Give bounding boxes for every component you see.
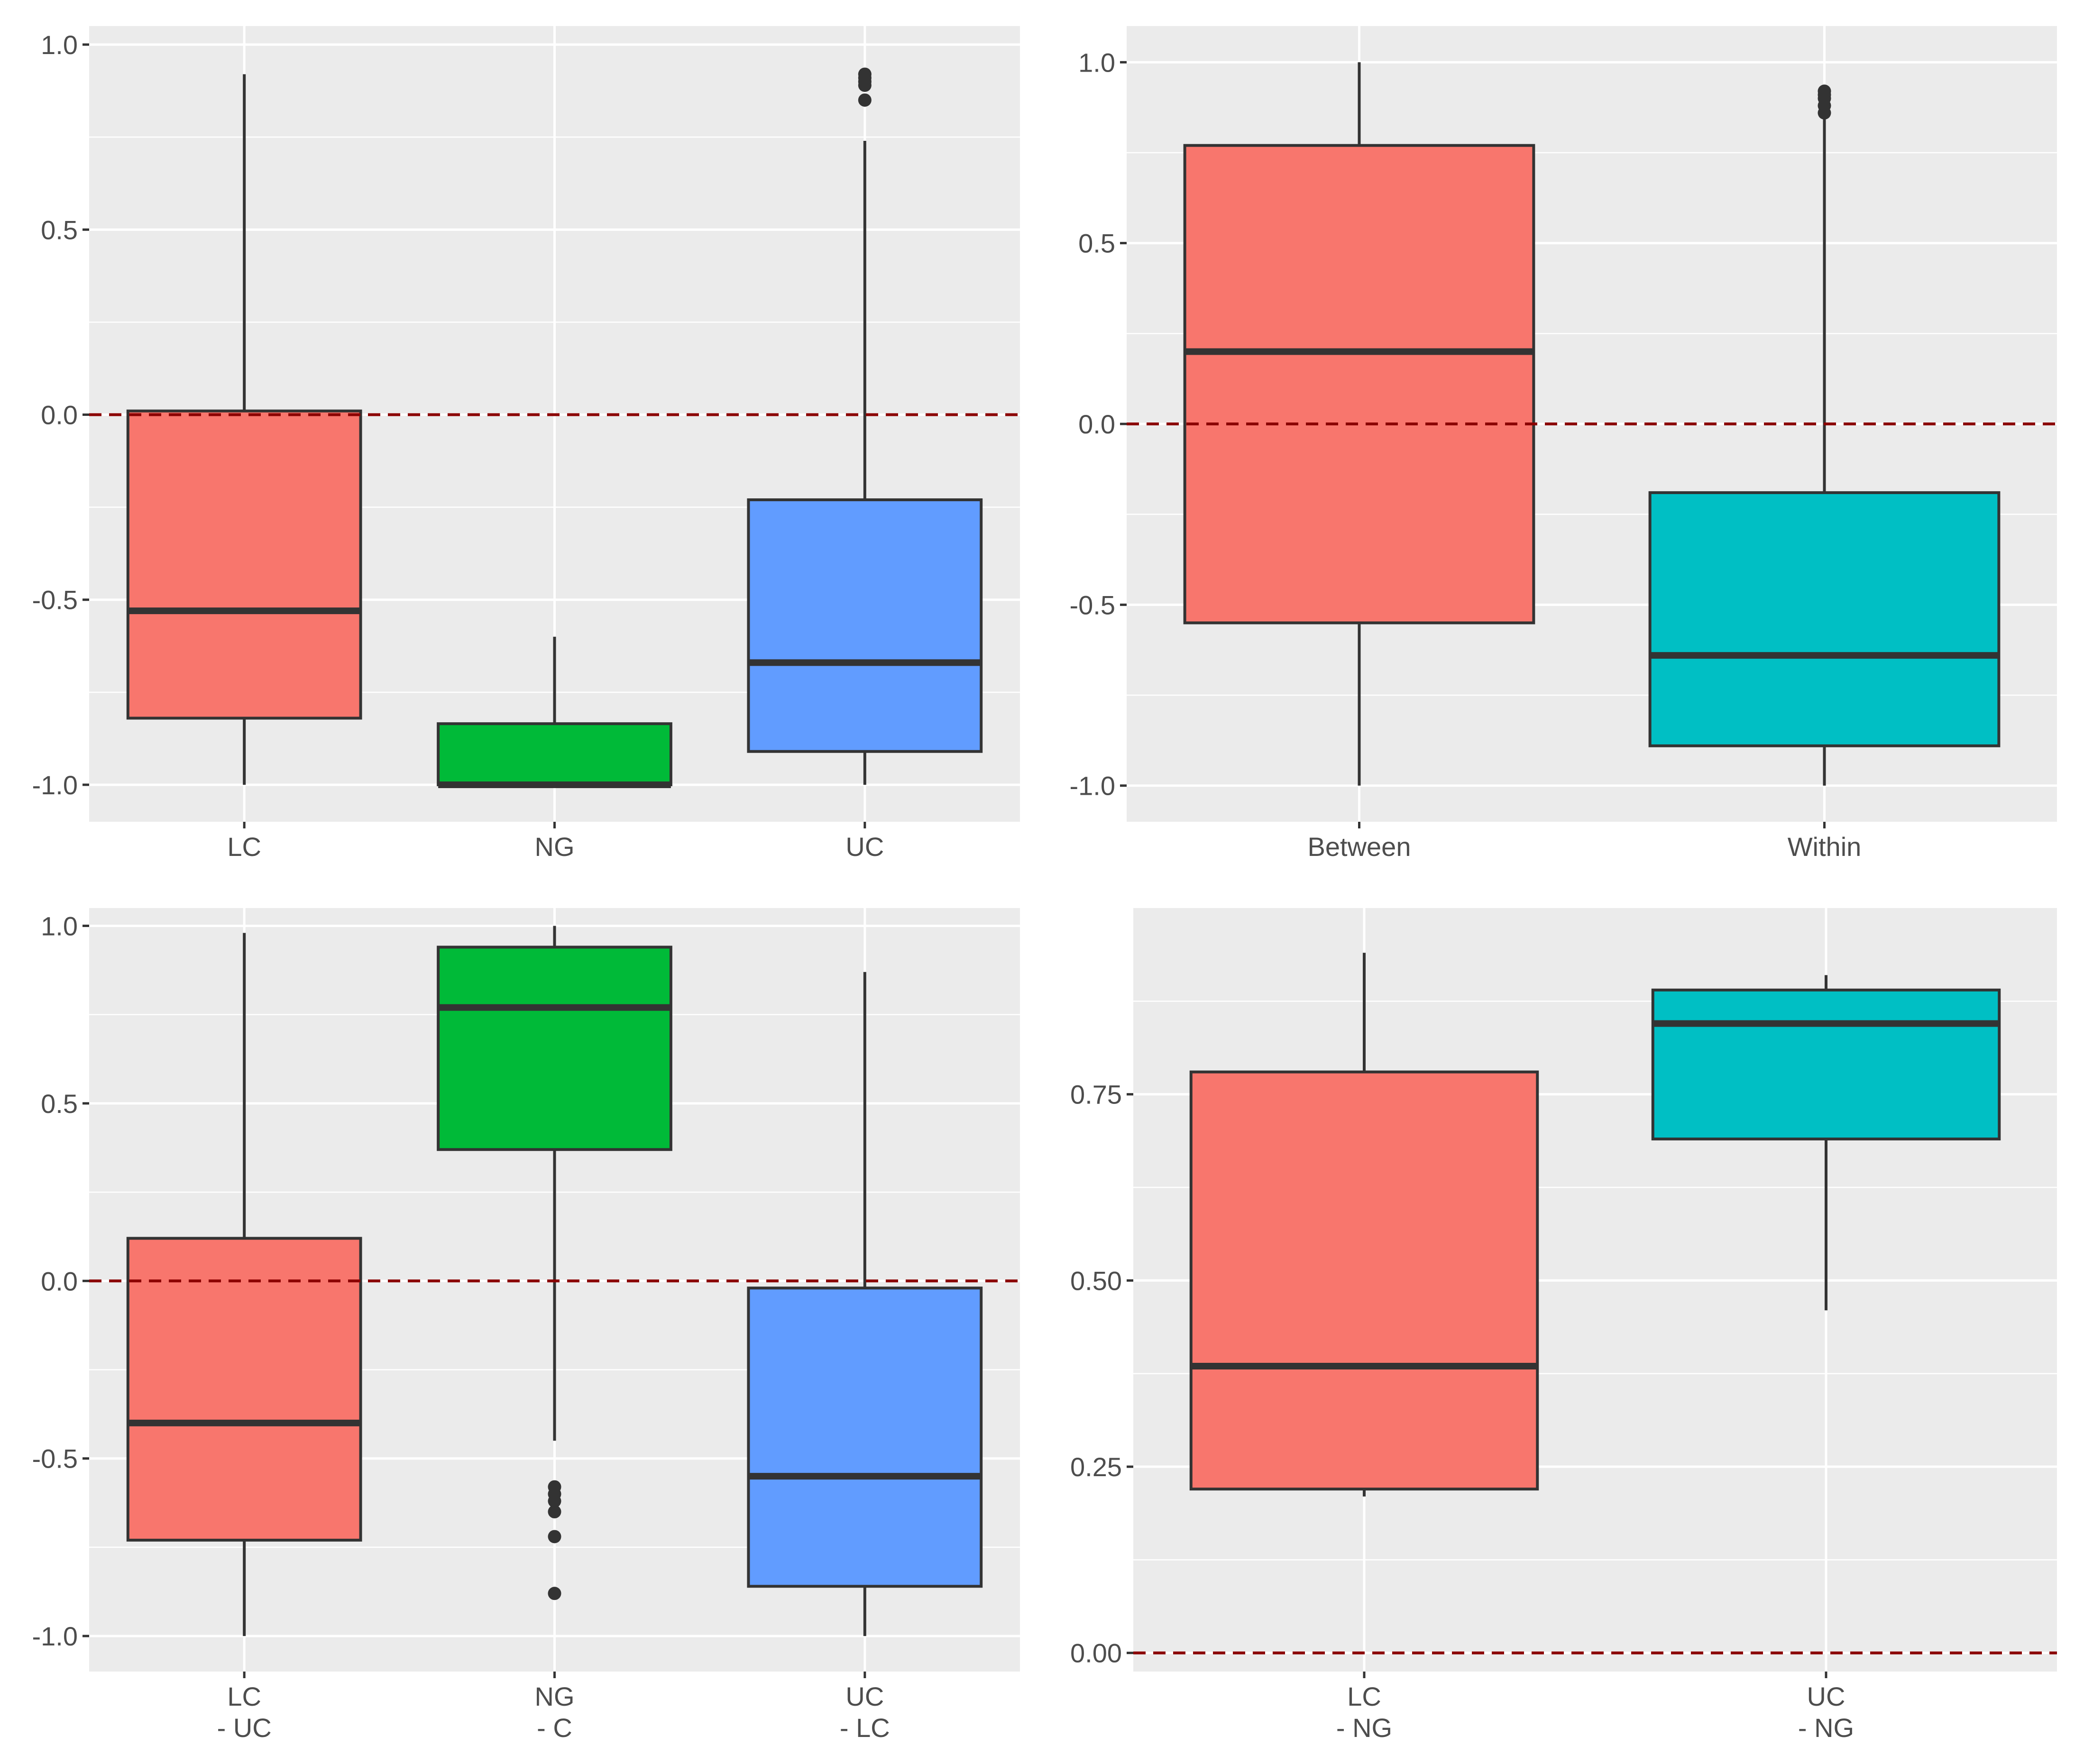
iqr-box	[1183, 144, 1535, 625]
outlier-point	[1818, 84, 1831, 98]
outlier-point	[548, 1587, 561, 1600]
y-tick-label: 0.5	[1078, 229, 1115, 258]
x-tick-label: UC	[845, 1681, 884, 1711]
iqr-box	[747, 498, 983, 753]
y-tick-label: 0.75	[1070, 1080, 1122, 1110]
x-tick-label: UC	[845, 832, 884, 862]
y-tick-label: 1.0	[1078, 47, 1115, 77]
y-tick-label: 1.0	[41, 30, 78, 60]
x-tick-label: - UC	[217, 1713, 272, 1743]
panel-top-right: 1.0 0.5 0.0 -0.5 -1.0 Between Within	[1070, 26, 2057, 862]
iqr-box	[1651, 988, 2001, 1140]
y-tick-label: 0.25	[1070, 1452, 1122, 1482]
x-tick-label: NG	[535, 1681, 575, 1711]
iqr-box	[126, 409, 362, 720]
y-tick-label: -0.5	[1070, 590, 1116, 620]
iqr-box	[747, 1286, 983, 1588]
iqr-box	[1189, 1070, 1539, 1491]
outlier-point	[548, 1494, 561, 1508]
x-tick-label: UC	[1807, 1681, 1845, 1711]
box-within	[1648, 84, 2001, 786]
iqr-box	[126, 1237, 362, 1542]
x-tick-label: - LC	[840, 1713, 890, 1743]
panel-bottom-left: 1.0 0.5 0.0 -0.5 -1.0 LC- UC NG- C UC- LC	[32, 908, 1020, 1743]
x-tick-label: - NG	[1798, 1713, 1854, 1743]
box-between	[1183, 62, 1535, 786]
y-tick-label: -0.5	[32, 585, 78, 615]
outlier-point	[858, 67, 872, 81]
box-lc	[126, 74, 362, 785]
iqr-box	[437, 722, 672, 786]
box-uc-ng	[1651, 975, 2001, 1311]
panel-top-left: 1.0 0.5 0.0 -0.5 -1.0 LC NG UC	[32, 26, 1020, 862]
x-tick-label: LC	[227, 832, 261, 862]
y-tick-label: 1.0	[41, 911, 78, 941]
box-ng-c	[437, 926, 672, 1600]
box-uc-lc	[747, 972, 983, 1636]
x-tick-label: - C	[537, 1713, 572, 1743]
y-tick-label: 0.50	[1070, 1266, 1122, 1295]
x-tick-label: - NG	[1336, 1713, 1392, 1743]
outlier-point	[548, 1505, 561, 1519]
y-tick-label: 0.5	[41, 215, 78, 245]
y-tick-label: 0.5	[41, 1089, 78, 1119]
box-uc	[747, 67, 983, 785]
y-tick-label: -0.5	[32, 1444, 78, 1474]
box-lc-ng	[1189, 953, 1539, 1497]
x-tick-label: LC	[227, 1681, 261, 1711]
x-tick-label: Between	[1308, 832, 1411, 862]
y-tick-label: 0.0	[41, 400, 78, 430]
iqr-box	[437, 946, 672, 1151]
y-tick-label: -1.0	[1070, 771, 1116, 801]
box-lc-uc	[126, 933, 362, 1636]
y-tick-label: 0.0	[1078, 409, 1115, 439]
x-tick-label: LC	[1347, 1681, 1381, 1711]
y-tick-label: -1.0	[32, 1621, 78, 1651]
y-tick-label: 0.00	[1070, 1638, 1122, 1668]
iqr-box	[1648, 491, 2001, 747]
x-tick-label: Within	[1788, 832, 1862, 862]
y-tick-label: -1.0	[32, 770, 78, 800]
x-tick-label: NG	[535, 832, 575, 862]
outlier-point	[548, 1530, 561, 1544]
outlier-point	[858, 93, 872, 107]
box-ng	[437, 636, 672, 788]
y-tick-label: 0.0	[41, 1266, 78, 1296]
